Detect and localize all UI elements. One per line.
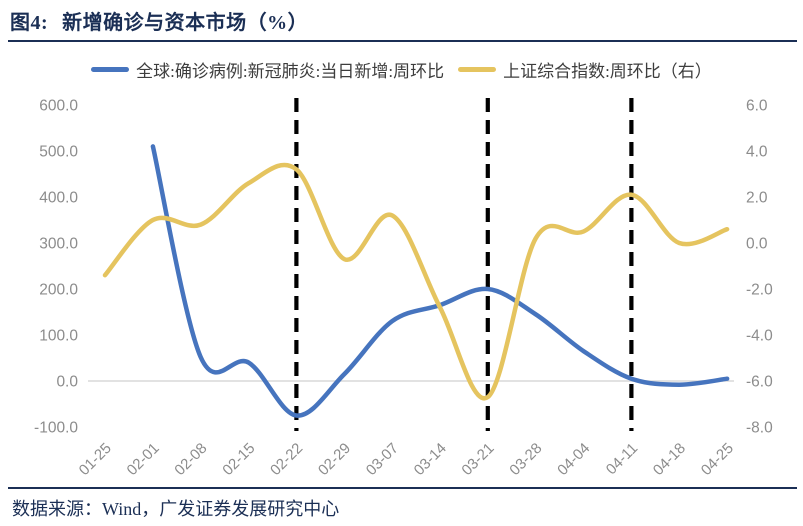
left-axis-tick-label: 200.0 bbox=[39, 282, 78, 299]
right-axis-tick-label: -8.0 bbox=[746, 420, 773, 437]
x-axis-tick-label: 02-22 bbox=[267, 440, 306, 479]
series-line-global-new-cases bbox=[150, 144, 730, 418]
x-axis-tick-label: 02-01 bbox=[124, 440, 163, 479]
x-axis-tick-label: 03-28 bbox=[506, 440, 545, 479]
legend-swatch-gold-line bbox=[458, 67, 497, 72]
left-axis-tick-label: -100.0 bbox=[34, 420, 78, 437]
x-axis-tick-label: 03-07 bbox=[363, 440, 402, 479]
right-axis-tick-label: 0.0 bbox=[746, 236, 768, 253]
legend-label: 全球:确诊病例:新冠肺炎:当日新增:周环比 bbox=[136, 62, 445, 81]
right-axis-tick-label: 4.0 bbox=[746, 144, 768, 161]
x-axis-tick-label: 04-18 bbox=[650, 440, 689, 479]
right-axis-tick-label: -4.0 bbox=[746, 328, 773, 345]
left-axis-tick-label: 400.0 bbox=[39, 190, 78, 207]
x-axis-tick-label: 03-14 bbox=[411, 440, 450, 479]
right-axis-tick-label: -6.0 bbox=[746, 374, 773, 391]
right-axis-tick-label: -2.0 bbox=[746, 282, 773, 299]
left-axis-tick-label: 600.0 bbox=[39, 98, 78, 115]
x-axis-tick-label: 03-21 bbox=[458, 440, 497, 479]
legend-item-sse-composite: 上证综合指数:周环比（右） bbox=[458, 57, 712, 82]
x-axis-tick-label: 04-11 bbox=[603, 440, 641, 478]
left-axis-tick-label: 500.0 bbox=[39, 144, 78, 161]
right-axis-tick-label: 6.0 bbox=[746, 98, 768, 115]
data-source: 数据来源：Wind，广发证券发展研究中心 bbox=[12, 499, 340, 519]
right-axis-tick-label: 2.0 bbox=[746, 190, 768, 207]
left-axis-tick-label: 100.0 bbox=[39, 328, 78, 345]
x-axis-tick-label: 02-15 bbox=[219, 440, 258, 479]
x-axis-tick-label: 02-29 bbox=[315, 440, 354, 479]
page-title: 图4: 新增确诊与资本市场（%） bbox=[10, 6, 308, 35]
x-axis-tick-label: 01-25 bbox=[76, 440, 115, 479]
x-axis-tick-label: 04-04 bbox=[554, 440, 593, 479]
figure-title: 新增确诊与资本市场（%） bbox=[62, 12, 309, 34]
footer-separator bbox=[8, 487, 797, 489]
legend-swatch-blue-line bbox=[91, 67, 130, 72]
figure-number: 图4: bbox=[10, 12, 49, 34]
legend-item-global-new-cases: 全球:确诊病例:新冠肺炎:当日新增:周环比 bbox=[91, 57, 444, 82]
legend-label: 上证综合指数:周环比（右） bbox=[503, 62, 712, 81]
chart-legend: 全球:确诊病例:新冠肺炎:当日新增:周环比 上证综合指数:周环比（右） bbox=[0, 57, 803, 82]
left-axis-tick-label: 0.0 bbox=[56, 374, 78, 391]
left-axis-tick-label: 300.0 bbox=[39, 236, 78, 253]
title-separator bbox=[8, 40, 797, 42]
x-axis-tick-label: 04-25 bbox=[698, 440, 737, 479]
x-axis-tick-label: 02-08 bbox=[171, 440, 210, 479]
series-line-sse-composite bbox=[102, 162, 730, 401]
